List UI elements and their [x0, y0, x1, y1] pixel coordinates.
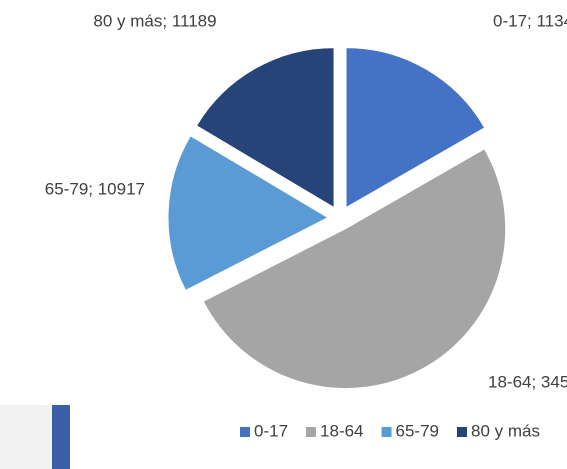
data-label: 0-17; 11347	[493, 11, 567, 30]
legend-swatch	[240, 427, 250, 437]
pie-slice	[345, 47, 486, 209]
legend-label: 65-79	[396, 421, 439, 440]
legend-label: 18-64	[320, 421, 363, 440]
legend-label: 0-17	[254, 421, 288, 440]
logo-fragment-band	[52, 405, 70, 469]
legend-label: 80 y más	[471, 421, 540, 440]
pie-slice	[202, 148, 507, 390]
pie-slice	[167, 135, 330, 292]
legend-swatch	[306, 427, 317, 437]
data-label: 18-64; 34531	[488, 372, 567, 391]
data-label: 80 y más; 11189	[93, 11, 216, 30]
pie-slice	[195, 47, 335, 209]
legend-swatch	[457, 427, 467, 437]
data-label: 65-79; 10917	[45, 179, 145, 198]
legend-swatch	[381, 427, 392, 437]
